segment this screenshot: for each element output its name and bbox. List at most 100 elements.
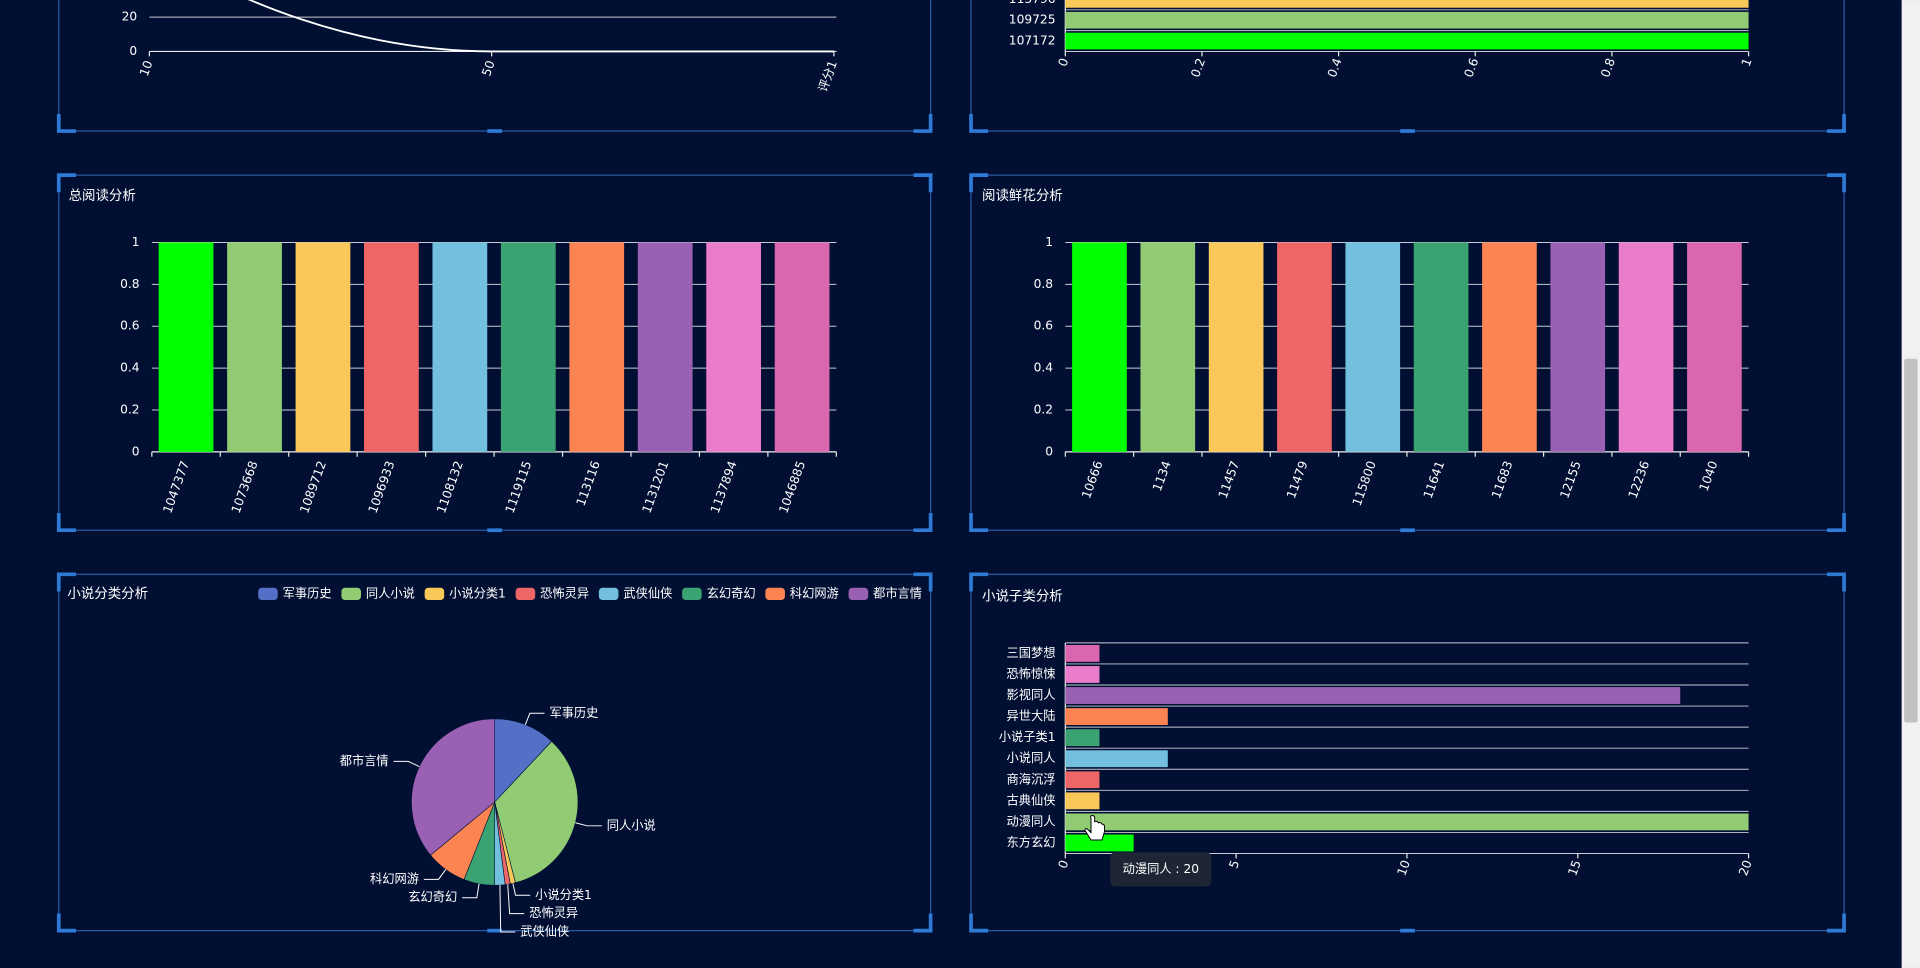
legend-label: 同人小说 [366,585,415,600]
y-tick-label: 1 [132,235,140,249]
panel-corner [913,113,933,133]
legend-swatch [765,587,785,601]
panel-corner [913,913,933,933]
bar [1065,813,1749,831]
panel-corner [969,113,989,133]
y-tick-label: 0.2 [120,402,139,416]
bar [1065,644,1100,662]
y-tick-label: 0 [1045,444,1053,458]
slice-label: 武侠仙侠 [520,925,569,939]
y-tick-label: 商海沉浮 [1007,771,1056,786]
slice-label: 同人小说 [607,817,656,832]
leader-line [499,885,516,933]
x-tick-label: 50 [479,59,497,78]
chart-title: 小说子类分析 [982,588,1063,604]
legend-swatch [258,587,278,601]
x-tick-label: 20 [1736,858,1754,877]
legend-label: 军事历史 [283,586,332,600]
bar [295,242,351,452]
y-tick-label: 109725 [1009,13,1056,27]
y-tick-label: 107172 [1009,34,1056,48]
y-tick-label: 动漫同人 [1007,814,1056,828]
slice-label: 小说分类1 [535,887,592,902]
panel-corner [56,113,76,133]
legend-label: 都市言情 [873,585,922,600]
tooltip [1110,852,1212,887]
panel-corner [913,572,933,592]
y-tick-label: 三国梦想 [1007,645,1056,660]
x-tick-label: 0.6 [1462,56,1482,79]
bar [500,242,556,452]
y-tick-label: 0 [132,444,140,458]
y-tick-label: 古典仙侠 [1007,792,1056,807]
leader-line [423,869,447,880]
bar [1413,242,1469,452]
legend-label: 武侠仙侠 [623,586,672,600]
slice-label: 恐怖灵异 [529,905,578,920]
leader-line [393,760,420,768]
x-tick-label: 10 [137,59,155,78]
leader-line [575,822,602,827]
legend-label: 玄幻奇幻 [707,585,756,600]
y-tick-label: 0.6 [120,319,140,333]
y-tick-label: 小说子类1 [999,729,1056,744]
panel-corner [969,513,989,533]
pie-slice [411,718,495,856]
panel-corner [913,173,933,193]
y-tick-label: 1 [1045,235,1053,249]
x-tick-label: 10 [1395,858,1413,877]
x-tick-label: 0.8 [1598,56,1618,79]
legend-swatch [682,587,702,601]
leader-line [507,884,525,915]
legend-label: 恐怖灵异 [540,585,589,600]
chart-title: 小说分类分析 [67,586,148,602]
slice-label: 玄幻奇幻 [408,889,457,904]
bar [569,242,625,452]
cursor [1084,815,1105,841]
pie-slice [494,718,553,803]
bar [1065,687,1681,704]
legend-swatch [848,587,869,601]
y-tick-label: 影视同人 [1007,687,1056,702]
bar [1065,834,1134,852]
y-tick-label: 东方玄幻 [1007,834,1056,849]
bar [1687,242,1742,452]
scrollbar-thumb[interactable] [1904,358,1918,723]
tooltip-text: 动漫同人 : 20 [1123,862,1199,876]
y-tick-label: 0.8 [1034,277,1053,291]
y-tick-label: 0.2 [1034,402,1053,416]
panel-corner [969,572,989,592]
panel-corner [969,173,989,193]
panel-corner [1826,572,1846,592]
bar [432,242,488,452]
panel-corner [56,513,76,533]
slice-label: 科幻网游 [370,872,419,886]
bar [1550,242,1606,452]
bar [1208,242,1264,452]
y-tick-label: 20 [122,10,138,24]
panel-corner [913,513,933,533]
panel-corner [56,572,76,592]
bar [1345,242,1401,452]
y-tick-label: 恐怖惊悚 [1007,666,1056,681]
overlay [1084,0,1920,968]
y-tick-label: 113796 [1009,0,1056,6]
legend-swatch [424,587,445,601]
bar [1065,0,1749,8]
x-tick-label: 0.4 [1325,56,1345,79]
bar [1277,242,1332,452]
x-tick-label: 15 [1565,858,1583,877]
chart-title: 阅读鲜花分析 [982,188,1063,204]
bar [158,242,214,452]
bar [1065,750,1168,768]
leader-line [524,712,545,725]
bar [1065,666,1100,683]
bar [227,242,282,452]
bar [1065,792,1100,810]
panel-corner [969,913,989,933]
bar [364,242,419,452]
y-tick-label: 异世大陆 [1007,708,1056,723]
panel-corner [1826,913,1846,933]
bar [1065,708,1168,726]
